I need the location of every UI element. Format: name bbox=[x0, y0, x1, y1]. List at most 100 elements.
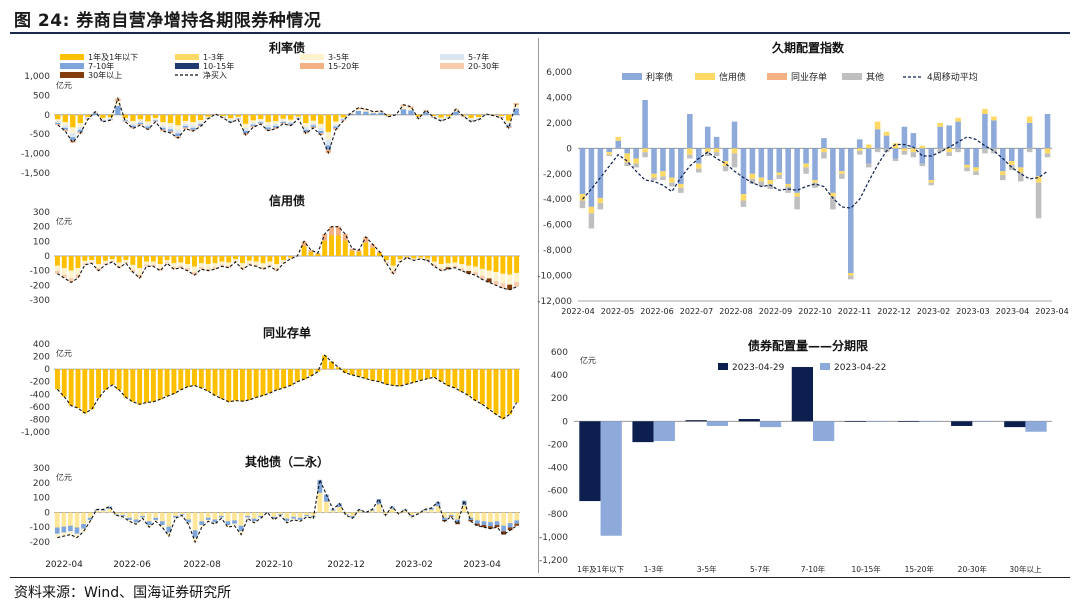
duration-bar bbox=[883, 135, 890, 149]
rate_bonds-bar bbox=[498, 116, 504, 117]
credit_bonds-bar bbox=[418, 258, 424, 259]
rate_bonds-bar bbox=[438, 119, 444, 121]
rate_bonds-bar bbox=[415, 114, 422, 117]
credit_bonds-bar bbox=[164, 260, 170, 263]
duration-bar bbox=[937, 122, 943, 127]
credit_bonds-bar bbox=[356, 250, 362, 252]
ncd-bar bbox=[472, 369, 478, 401]
rate_bonds-bar bbox=[295, 114, 301, 117]
credit_bonds-bar bbox=[438, 268, 444, 271]
credit_bonds-bar bbox=[171, 256, 177, 264]
other_bonds-bar bbox=[494, 521, 500, 525]
rate_bonds-bar bbox=[310, 123, 317, 126]
rate_bonds-bar bbox=[273, 127, 279, 129]
other_bonds-bar bbox=[179, 514, 185, 515]
rate_bonds-bar bbox=[85, 114, 91, 117]
credit_bonds-bar bbox=[150, 256, 156, 262]
rate_bonds-bar bbox=[130, 125, 136, 128]
rate_bonds-bar bbox=[415, 117, 422, 118]
rate_bonds-bar bbox=[145, 126, 151, 129]
ncd-ytick: -600 bbox=[30, 403, 51, 413]
duration-legend-label: 利率债 bbox=[646, 71, 673, 83]
other_bonds-bar bbox=[291, 516, 296, 519]
other_bonds-bar bbox=[199, 512, 205, 522]
credit_bonds-bar bbox=[185, 256, 191, 265]
rate_bonds-bar bbox=[70, 132, 76, 138]
rate_bonds-bar bbox=[318, 133, 324, 135]
ncd-bar bbox=[431, 369, 437, 378]
other_bonds-bar bbox=[376, 504, 382, 513]
credit_bonds-bar bbox=[82, 263, 88, 265]
duration-xtick: 2022-04 bbox=[561, 307, 594, 316]
other_bonds-bar bbox=[435, 506, 441, 513]
duration-bar bbox=[579, 148, 586, 195]
other_bonds-bar bbox=[310, 512, 316, 516]
tenor-xtick: 1年及1年以下 bbox=[577, 564, 625, 574]
rate_bonds-bar bbox=[182, 127, 189, 129]
rate_bonds-bar bbox=[62, 125, 68, 128]
tenor-ytick: -200 bbox=[548, 440, 569, 450]
credit_bonds-bar bbox=[89, 260, 95, 263]
credit_bonds-bar bbox=[260, 267, 266, 270]
duration-bar bbox=[704, 148, 711, 153]
credit_bonds-bar bbox=[239, 263, 245, 268]
duration-bar bbox=[803, 163, 809, 168]
credit_bonds-bar bbox=[425, 256, 430, 259]
tenor-bar bbox=[738, 419, 760, 422]
rate_bonds-bar bbox=[438, 118, 444, 120]
credit_bonds-bar bbox=[390, 256, 396, 266]
rate_bonds-bar bbox=[182, 121, 189, 124]
credit_bonds-bar bbox=[75, 274, 81, 278]
other_bonds-bar bbox=[343, 512, 349, 515]
ncd-bar bbox=[198, 369, 204, 388]
tenor-bar bbox=[951, 421, 973, 426]
duration-bar bbox=[839, 171, 845, 174]
rate_bonds-bar bbox=[197, 120, 204, 123]
rate_bonds-bar bbox=[310, 120, 317, 124]
rate_bonds-bar bbox=[273, 114, 279, 122]
credit_bonds-bar bbox=[61, 274, 67, 278]
rate_bonds-bar bbox=[265, 121, 271, 126]
other_bonds-bar bbox=[205, 512, 211, 518]
other_bonds-unit-label: 亿元 bbox=[56, 472, 72, 482]
credit_bonds-bar bbox=[198, 267, 204, 270]
credit_bonds-bar bbox=[96, 256, 102, 265]
other_bonds-bar bbox=[186, 519, 191, 523]
rate_bonds-bar bbox=[280, 118, 286, 121]
ncd-bar bbox=[294, 369, 300, 382]
credit_bonds-bar bbox=[329, 226, 335, 236]
credit_bonds-bar bbox=[466, 270, 472, 274]
rate_bonds-bar bbox=[100, 120, 106, 122]
tenor-unit-label: 亿元 bbox=[580, 355, 596, 365]
duration-xtick: 2023-03 bbox=[956, 307, 989, 316]
credit_bonds-bar bbox=[363, 242, 369, 256]
rate_bonds-bar bbox=[175, 125, 181, 130]
credit_bonds-bar bbox=[322, 234, 328, 241]
rate_bonds-bar bbox=[55, 119, 61, 122]
duration-bar bbox=[704, 126, 711, 149]
ncd-bar bbox=[514, 369, 520, 403]
duration-xtick: 2023-04 bbox=[996, 307, 1029, 316]
other_bonds-bar bbox=[389, 508, 395, 513]
other_bonds-bar bbox=[113, 512, 119, 515]
rate-legend-label: 10-15年 bbox=[203, 61, 234, 71]
rate_bonds-bar bbox=[250, 114, 256, 121]
other_bonds-bar bbox=[442, 512, 447, 518]
tenor-bar bbox=[632, 421, 654, 443]
rate_bonds-bar bbox=[325, 114, 332, 132]
other_bonds-bar bbox=[297, 512, 303, 518]
duration-xtick: 2023-04 bbox=[1035, 307, 1068, 316]
rate_bonds-bar bbox=[77, 129, 84, 132]
ncd-bar bbox=[192, 369, 197, 386]
ncd-bar bbox=[75, 369, 81, 409]
duration-bar bbox=[695, 148, 702, 164]
duration-bar bbox=[955, 121, 961, 149]
credit_bonds-bar bbox=[431, 256, 437, 262]
rate_bonds-bar bbox=[137, 121, 144, 123]
duration-bar bbox=[928, 182, 935, 186]
credit_bonds-bar bbox=[370, 244, 376, 248]
duration-bar bbox=[687, 113, 693, 149]
duration-legend-swatch bbox=[842, 73, 862, 80]
other_bonds-bar bbox=[396, 512, 401, 514]
credit_bonds-bar bbox=[335, 226, 341, 236]
